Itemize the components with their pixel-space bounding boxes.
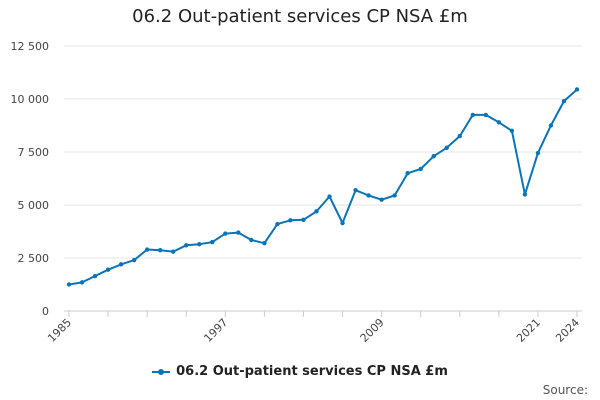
chart-title: 06.2 Out-patient services CP NSA £m (132, 6, 468, 27)
grid-lines (64, 45, 582, 259)
x-tick-label: 2024 (553, 316, 582, 345)
data-point[interactable] (79, 280, 85, 285)
data-point[interactable] (171, 249, 176, 254)
x-tick-label: 2021 (514, 316, 543, 345)
data-point[interactable] (314, 209, 319, 214)
y-tick-label: 5 000 (18, 199, 50, 212)
data-point[interactable] (457, 133, 462, 139)
data-point[interactable] (197, 242, 202, 247)
legend[interactable]: 06.2 Out-patient services CP NSA £m (0, 364, 600, 379)
data-point[interactable] (275, 221, 280, 227)
data-point[interactable] (236, 230, 241, 235)
data-point[interactable] (184, 243, 189, 248)
data-point[interactable] (157, 247, 163, 253)
data-point[interactable] (444, 145, 449, 150)
series-line (66, 87, 580, 287)
data-point[interactable] (470, 112, 475, 118)
data-point[interactable] (418, 166, 423, 172)
data-point[interactable] (379, 197, 384, 202)
y-tick-label: 10 000 (11, 93, 50, 106)
y-tick-label: 7 500 (18, 146, 50, 159)
source-label: Source: (542, 383, 588, 397)
data-point[interactable] (223, 231, 228, 236)
data-point[interactable] (340, 220, 345, 226)
y-tick-label: 2 500 (18, 252, 50, 265)
x-tick-label: 1997 (201, 316, 230, 345)
data-point[interactable] (483, 112, 489, 118)
data-point[interactable] (288, 218, 293, 223)
data-point[interactable] (144, 247, 150, 252)
x-axis-tick-labels: 1985 1997 2009 2021 2024 (45, 316, 582, 345)
x-tick-label: 2009 (358, 316, 387, 345)
data-point[interactable] (392, 193, 397, 198)
y-tick-label: 12 500 (11, 40, 50, 53)
data-point[interactable] (66, 282, 72, 287)
data-point[interactable] (327, 194, 332, 199)
data-point[interactable] (118, 262, 124, 267)
data-point[interactable] (548, 123, 554, 128)
legend-label: 06.2 Out-patient services CP NSA £m (176, 364, 448, 379)
data-point[interactable] (522, 192, 528, 197)
data-point[interactable] (561, 98, 567, 104)
x-tick-label: 1985 (45, 316, 74, 345)
y-axis-tick-labels: 0 2 500 5 000 7 500 10 000 12 500 (11, 40, 50, 318)
data-point[interactable] (262, 240, 267, 246)
data-point[interactable] (105, 267, 111, 272)
data-point[interactable] (301, 217, 306, 223)
data-point[interactable] (431, 154, 436, 159)
legend-swatch (152, 367, 171, 377)
data-point[interactable] (366, 193, 371, 198)
data-point[interactable] (574, 87, 580, 92)
data-point[interactable] (535, 150, 541, 156)
data-point[interactable] (405, 171, 410, 176)
y-tick-label: 0 (42, 305, 49, 318)
data-point[interactable] (131, 257, 137, 263)
data-point[interactable] (210, 239, 215, 245)
data-point[interactable] (353, 187, 358, 193)
data-point[interactable] (496, 120, 502, 125)
data-point[interactable] (509, 128, 515, 133)
data-point[interactable] (249, 237, 254, 243)
x-axis (64, 310, 582, 317)
data-point[interactable] (92, 273, 98, 279)
series-path (68, 88, 578, 286)
